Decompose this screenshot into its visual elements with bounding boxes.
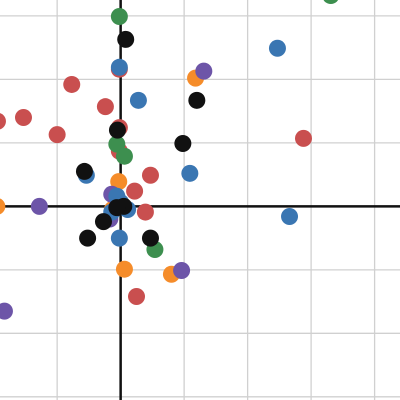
point [108,121,126,139]
point [110,58,128,76]
point [14,108,32,126]
point [117,30,135,48]
point [110,8,128,26]
point [195,62,213,80]
point [268,39,286,57]
point [141,166,159,184]
point [30,197,48,215]
point [108,135,126,153]
point [0,198,6,215]
point [115,147,133,165]
point [281,208,299,226]
point [174,134,192,152]
point [136,203,154,221]
point [294,129,312,147]
point [79,229,97,247]
point [181,164,199,182]
point [96,98,114,116]
point [75,162,93,180]
point [173,261,191,279]
point [115,260,133,278]
point [110,173,128,191]
point [0,302,13,320]
point [0,113,6,130]
point [48,126,66,144]
point [126,182,144,200]
point [129,91,147,109]
point [323,0,339,5]
point [110,229,128,247]
point [94,213,112,231]
point [108,199,126,217]
point [141,229,159,247]
point [188,91,206,109]
point [128,288,146,306]
point [63,75,81,93]
